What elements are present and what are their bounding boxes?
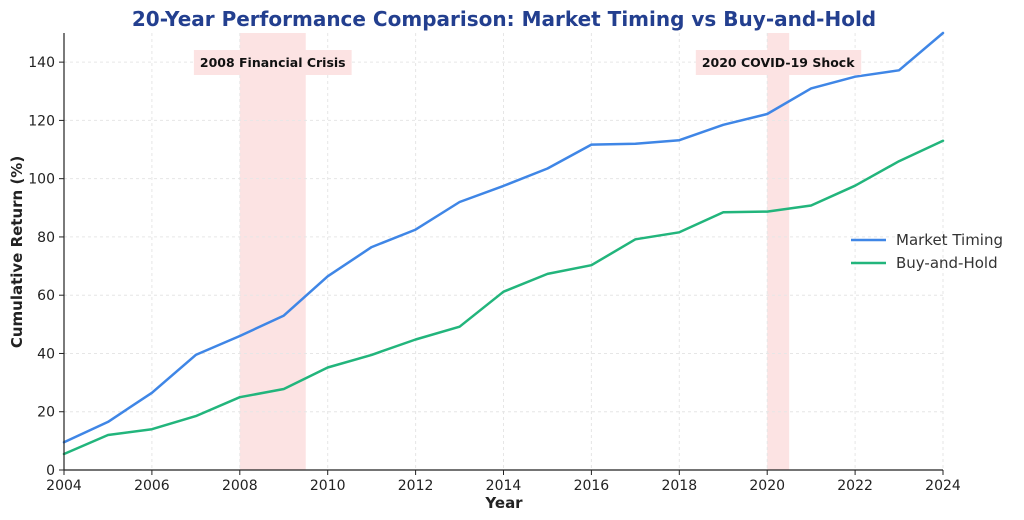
y-tick-label: 0 xyxy=(46,463,55,479)
shaded-regions xyxy=(239,33,790,470)
chart-title: 20-Year Performance Comparison: Market T… xyxy=(132,7,876,31)
x-tick-label: 2014 xyxy=(486,478,522,494)
legend-label-1: Buy-and-Hold xyxy=(896,254,998,272)
axes: 2004 2006 2008 2010 2012 2014 2016 2018 2020 2022… xyxy=(28,33,961,494)
y-tick-label: 100 xyxy=(28,172,55,188)
annotation-box-0 xyxy=(193,50,352,75)
annotation-label-0: 2008 Financial Crisis xyxy=(200,55,346,70)
x-tick-label: 2008 xyxy=(222,478,258,494)
series-lines xyxy=(62,31,945,456)
x-tick-label: 2022 xyxy=(837,478,873,494)
legend-label-0: Market Timing xyxy=(896,231,1003,249)
grid-lines xyxy=(63,33,944,471)
region-annotations: 2008 Financial Crisis 2020 COVID-19 Shock xyxy=(193,50,862,75)
series-line-1 xyxy=(62,139,945,456)
x-tick-label: 2016 xyxy=(574,478,610,494)
x-tick-label: 2012 xyxy=(398,478,434,494)
shaded-region-0 xyxy=(239,33,306,470)
x-tick-label: 2024 xyxy=(925,478,961,494)
series-line-0 xyxy=(62,31,945,444)
x-tick-label: 2020 xyxy=(749,478,785,494)
x-tick-label: 2006 xyxy=(134,478,170,494)
y-axis-label: Cumulative Return (%) xyxy=(8,156,26,348)
y-tick-label: 120 xyxy=(28,113,55,129)
y-tick-label: 60 xyxy=(37,288,55,304)
annotation-label-1: 2020 COVID-19 Shock xyxy=(702,55,855,70)
y-tick-label: 140 xyxy=(28,55,55,71)
x-tick-label: 2018 xyxy=(661,478,697,494)
annotation-box-1 xyxy=(695,50,862,75)
legend: Market Timing Buy-and-Hold xyxy=(851,231,1003,272)
y-tick-label: 20 xyxy=(37,405,55,421)
x-tick-label: 2010 xyxy=(310,478,346,494)
y-tick-label: 80 xyxy=(37,230,55,246)
x-tick-label: 2004 xyxy=(46,478,82,494)
y-tick-label: 40 xyxy=(37,346,55,362)
shaded-region-1 xyxy=(767,33,790,470)
x-axis-label: Year xyxy=(484,494,523,512)
